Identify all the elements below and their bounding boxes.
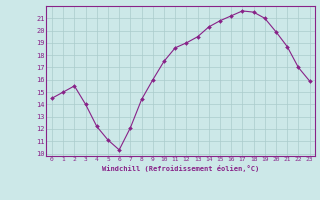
X-axis label: Windchill (Refroidissement éolien,°C): Windchill (Refroidissement éolien,°C) <box>102 165 260 172</box>
